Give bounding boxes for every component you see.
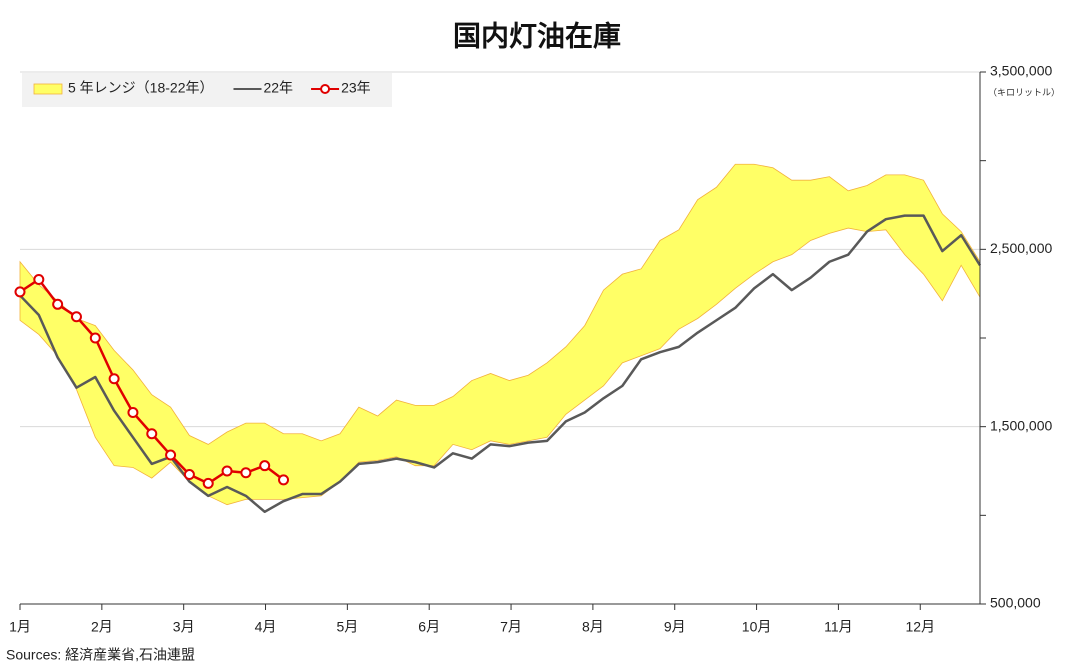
data-point xyxy=(202,477,214,489)
data-point xyxy=(108,373,120,385)
range-band xyxy=(19,163,981,506)
data-point xyxy=(127,406,139,418)
data-point xyxy=(33,273,45,285)
y-tick-label: 500,000 xyxy=(990,595,1041,611)
x-tick-label: 7月 xyxy=(500,619,522,635)
data-point xyxy=(278,474,290,486)
data-point xyxy=(70,311,82,323)
legend-label: 23年 xyxy=(341,80,371,96)
x-tick-label: 12月 xyxy=(905,619,935,635)
x-tick-label: 5月 xyxy=(336,619,358,635)
data-point xyxy=(14,286,26,298)
x-tick-label: 4月 xyxy=(255,619,277,635)
x-tick-label: 11月 xyxy=(824,619,853,635)
plot-area: 500,000 1,500,000 2,500,000 3,500,000 1月 2月 3月… xyxy=(9,63,1052,635)
legend-marker xyxy=(320,84,331,94)
data-point xyxy=(89,332,101,344)
legend: 5 年レンジ（18-22年） 22年 23年 xyxy=(22,73,392,107)
y-tick-label: 2,500,000 xyxy=(990,240,1052,256)
chart-title: 国内灯油在庫 xyxy=(453,20,621,51)
y-tick-label: 1,500,000 xyxy=(990,417,1052,433)
series-line xyxy=(19,214,982,514)
data-point xyxy=(52,298,64,310)
x-tick-label: 1月 xyxy=(9,619,31,635)
x-tick-label: 6月 xyxy=(418,619,440,635)
y-tick-label: 3,500,000 xyxy=(990,63,1052,79)
x-tick-label: 3月 xyxy=(173,619,195,635)
legend-swatch xyxy=(33,83,63,95)
y-unit: （キロリットル） xyxy=(988,87,1060,97)
data-point xyxy=(259,460,271,472)
data-point xyxy=(221,465,233,477)
legend-label: 5 年レンジ（18-22年） xyxy=(68,80,213,96)
legend-label: 22年 xyxy=(263,80,293,96)
x-tick-label: 2月 xyxy=(91,619,113,635)
data-point xyxy=(165,449,177,461)
x-tick-label: 10月 xyxy=(742,619,772,635)
data-point xyxy=(183,469,195,481)
source-note: Sources: 経済産業省,石油連盟 xyxy=(6,647,195,663)
data-point xyxy=(146,428,158,440)
x-tick-label: 8月 xyxy=(582,619,604,635)
x-tick-label: 9月 xyxy=(664,619,686,635)
data-point xyxy=(240,467,252,479)
